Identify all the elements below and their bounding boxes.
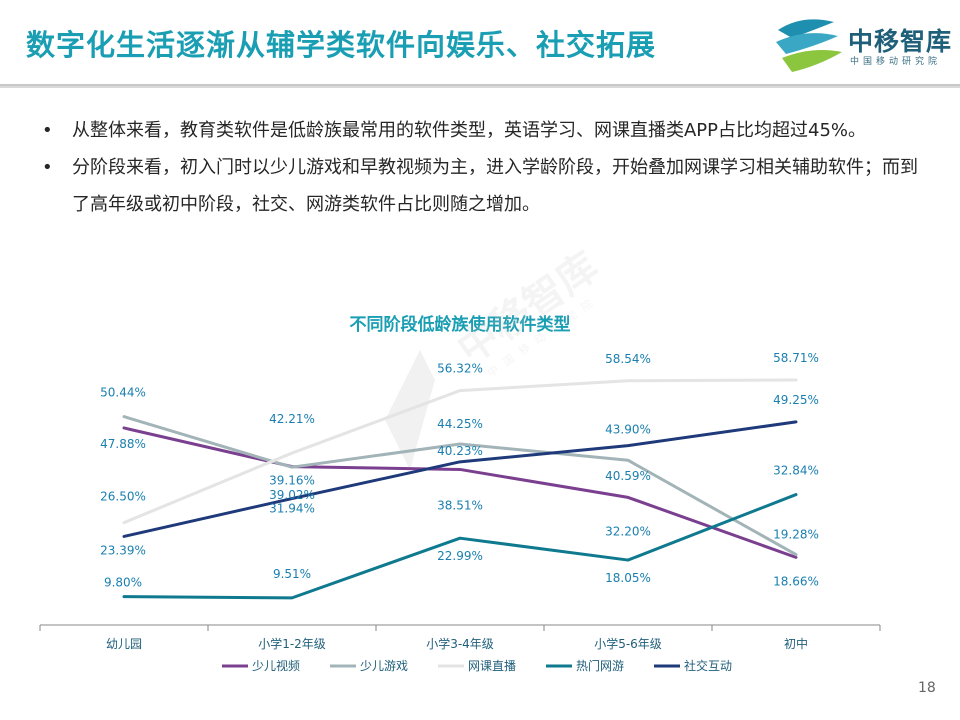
series-line-1	[122, 426, 798, 559]
data-label: 39.16%	[269, 474, 315, 488]
bullet-item: • 分阶段来看，初入门时以少儿游戏和早教视频为主，进入学龄阶段，开始叠加网课学习…	[40, 149, 920, 223]
x-tick-label: 幼儿园	[106, 637, 142, 651]
data-label: 43.90%	[605, 423, 651, 437]
data-label: 39.02%	[269, 488, 315, 502]
legend-label: 社交互动	[684, 658, 732, 673]
data-label: 18.66%	[773, 574, 819, 588]
data-label: 38.51%	[437, 498, 483, 512]
data-label: 58.54%	[605, 352, 651, 366]
logo-name: 中移智库	[848, 27, 953, 56]
logo-subtitle: 中国移动研究院	[850, 57, 942, 67]
page-title: 数字化生活逐渐从辅学类软件向娱乐、社交拓展	[26, 28, 657, 62]
legend-label: 网课直播	[468, 659, 516, 673]
data-label: 32.84%	[773, 464, 819, 478]
bullet-list: • 从整体来看，教育类软件是低龄族最常用的软件类型，英语学习、网课直播类APP占…	[40, 112, 920, 223]
data-label: 49.25%	[773, 393, 819, 407]
data-label: 56.32%	[437, 362, 483, 376]
logo-icon	[776, 19, 842, 72]
data-label: 50.44%	[100, 386, 146, 400]
data-label: 58.71%	[773, 351, 819, 365]
series-line-2	[122, 415, 798, 557]
series-line-4	[122, 493, 798, 600]
x-tick-label: 小学3-4年级	[426, 636, 494, 651]
bullet-marker: •	[42, 120, 53, 141]
bullet-text: 从整体来看，教育类软件是低龄族最常用的软件类型，英语学习、网课直播类APP占比均…	[72, 120, 867, 141]
header-divider-accent	[0, 84, 960, 86]
x-tick-label: 小学1-2年级	[258, 636, 326, 651]
chart-title: 不同阶段低龄族使用软件类型	[349, 315, 571, 335]
x-tick-label: 初中	[784, 636, 808, 651]
data-label: 32.20%	[605, 524, 651, 538]
data-label: 26.50%	[100, 490, 146, 504]
data-label: 22.99%	[437, 549, 483, 563]
data-label: 40.59%	[605, 469, 651, 483]
bullet-marker: •	[42, 157, 53, 178]
header-divider	[0, 84, 960, 88]
bullet-item: • 从整体来看，教育类软件是低龄族最常用的软件类型，英语学习、网课直播类APP占…	[40, 112, 920, 149]
data-label: 18.05%	[605, 571, 651, 585]
legend-label: 少儿视频	[252, 658, 300, 673]
data-label: 9.80%	[104, 576, 142, 590]
legend-label: 少儿游戏	[360, 659, 408, 673]
data-label: 23.39%	[100, 543, 146, 557]
data-label: 44.25%	[437, 417, 483, 431]
x-tick-label: 小学5-6年级	[594, 636, 662, 651]
data-label: 47.88%	[100, 437, 146, 451]
bullet-text: 分阶段来看，初入门时以少儿游戏和早教视频为主，进入学龄阶段，开始叠加网课学习相关…	[72, 157, 918, 215]
data-label: 9.51%	[273, 567, 311, 581]
data-label: 42.21%	[269, 412, 315, 426]
data-label: 40.23%	[437, 444, 483, 458]
series-line-5	[122, 420, 798, 538]
legend-label: 热门网游	[576, 658, 624, 673]
series-line-3	[122, 378, 798, 525]
data-label: 19.28%	[773, 528, 819, 542]
data-label: 31.94%	[269, 502, 315, 516]
page-number: 18	[918, 680, 936, 696]
